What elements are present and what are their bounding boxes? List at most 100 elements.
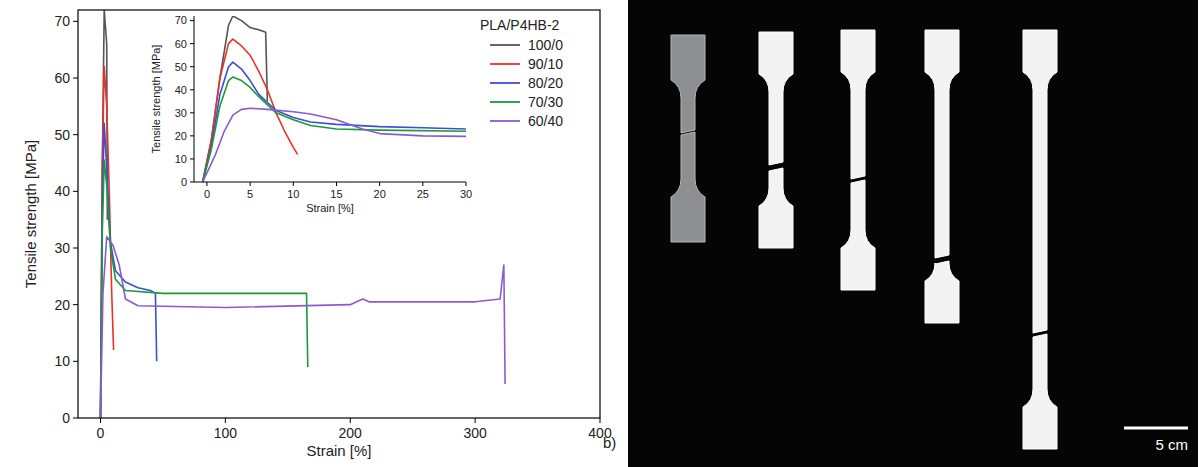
legend-swatch [490,63,520,65]
specimen-upper [1023,30,1057,333]
legend-label: 90/10 [528,56,563,72]
series-line [203,77,466,182]
legend-swatch [490,44,520,46]
x-tick [100,418,101,423]
plot-lines [203,16,466,182]
x-tick [336,182,337,186]
legend-title: PLA/P4HB-2 [480,17,560,33]
y-tick [190,20,194,21]
x-tick [350,418,351,423]
y-tick [190,135,194,136]
y-tick [73,418,78,419]
legend-swatch [490,101,520,103]
y-tick [73,78,78,79]
legend: PLA/P4HB-2 100/0 90/10 80/20 70/30 60/40 [480,17,563,129]
photo-panel: b) 5 cm [603,0,1198,467]
specimen-upper [925,30,959,258]
series-line [203,62,466,182]
y-tick-label: 40 [175,84,187,96]
specimen-lower [925,261,959,323]
specimen-upper [759,32,793,165]
specimen-lower [759,168,793,248]
legend-label: 80/20 [528,75,563,91]
y-tick [190,182,194,183]
y-tick [73,191,78,192]
y-axis-title: Tensile strength [MPa] [150,45,162,154]
series-line [203,108,466,182]
scale-bar-label: 5 cm [1155,436,1188,453]
y-tick [73,304,78,305]
y-tick [190,66,194,67]
y-tick [190,112,194,113]
specimen-upper [671,35,705,133]
inset-background [148,12,480,218]
plot-lines [100,10,505,418]
y-tick-label: 60 [175,38,187,50]
chart-0: 0100200300400010203040506070Strain [%]Te… [22,10,612,459]
x-axis-title: Strain [%] [306,442,371,459]
y-axis-line [194,16,195,182]
legend-label: 60/40 [528,113,563,129]
figure: 0100200300400010203040506070Strain [%]Te… [0,0,1203,467]
y-tick-label: 10 [175,153,187,165]
y-tick-label: 20 [54,297,70,313]
legend-label: 100/0 [528,37,563,53]
y-tick-label: 40 [54,183,70,199]
x-tick [225,418,226,423]
photo-background [628,0,1198,467]
y-tick [73,21,78,22]
y-tick-label: 0 [181,176,187,188]
scale-bar [1124,427,1188,430]
x-tick-label: 200 [339,425,363,441]
y-tick-label: 20 [175,130,187,142]
y-tick [73,361,78,362]
series-line [100,237,505,418]
y-tick-label: 60 [54,70,70,86]
axes: 051015202530010203040506070Strain [%]Ten… [150,14,472,214]
x-tick-label: 30 [460,188,472,200]
x-tick [293,182,294,186]
y-tick-label: 30 [54,240,70,256]
legend-swatch [490,120,520,122]
panel-label: b) [603,434,616,451]
y-axis-title: Tensile strength [MPa] [22,140,39,288]
axes: 0100200300400010203040506070Strain [%]Te… [22,10,612,459]
legend-swatch [490,82,520,84]
x-tick-label: 100 [214,425,238,441]
x-axis-title: Strain [%] [306,202,354,214]
y-tick-label: 70 [54,13,70,29]
specimen-lower [1023,334,1057,449]
specimen-upper [841,30,875,179]
y-tick-label: 30 [175,107,187,119]
y-tick [190,158,194,159]
x-tick [600,418,601,423]
y-tick [73,248,78,249]
y-tick [190,89,194,90]
x-tick-label: 0 [97,425,105,441]
x-tick [250,182,251,186]
y-tick [190,43,194,44]
x-tick [379,182,380,186]
y-tick-label: 10 [54,353,70,369]
specimen-lower [671,132,705,242]
y-tick-label: 50 [54,127,70,143]
x-tick-label: 5 [247,188,253,200]
x-tick [466,182,467,186]
x-tick-label: 300 [463,425,487,441]
x-axis-line [194,182,466,183]
x-tick-label: 25 [417,188,429,200]
y-tick-label: 70 [175,14,187,26]
x-tick-label: 20 [374,188,386,200]
plot-frame [78,10,600,418]
y-tick [73,134,78,135]
x-tick [475,418,476,423]
legend-label: 70/30 [528,94,563,110]
x-tick-label: 0 [204,188,210,200]
y-tick-label: 50 [175,61,187,73]
x-tick-label: 15 [330,188,342,200]
specimen-lower [841,180,875,290]
x-tick [206,182,207,186]
chart-1: 051015202530010203040506070Strain [%]Ten… [148,12,480,218]
y-tick-label: 0 [62,410,70,426]
x-tick [422,182,423,186]
